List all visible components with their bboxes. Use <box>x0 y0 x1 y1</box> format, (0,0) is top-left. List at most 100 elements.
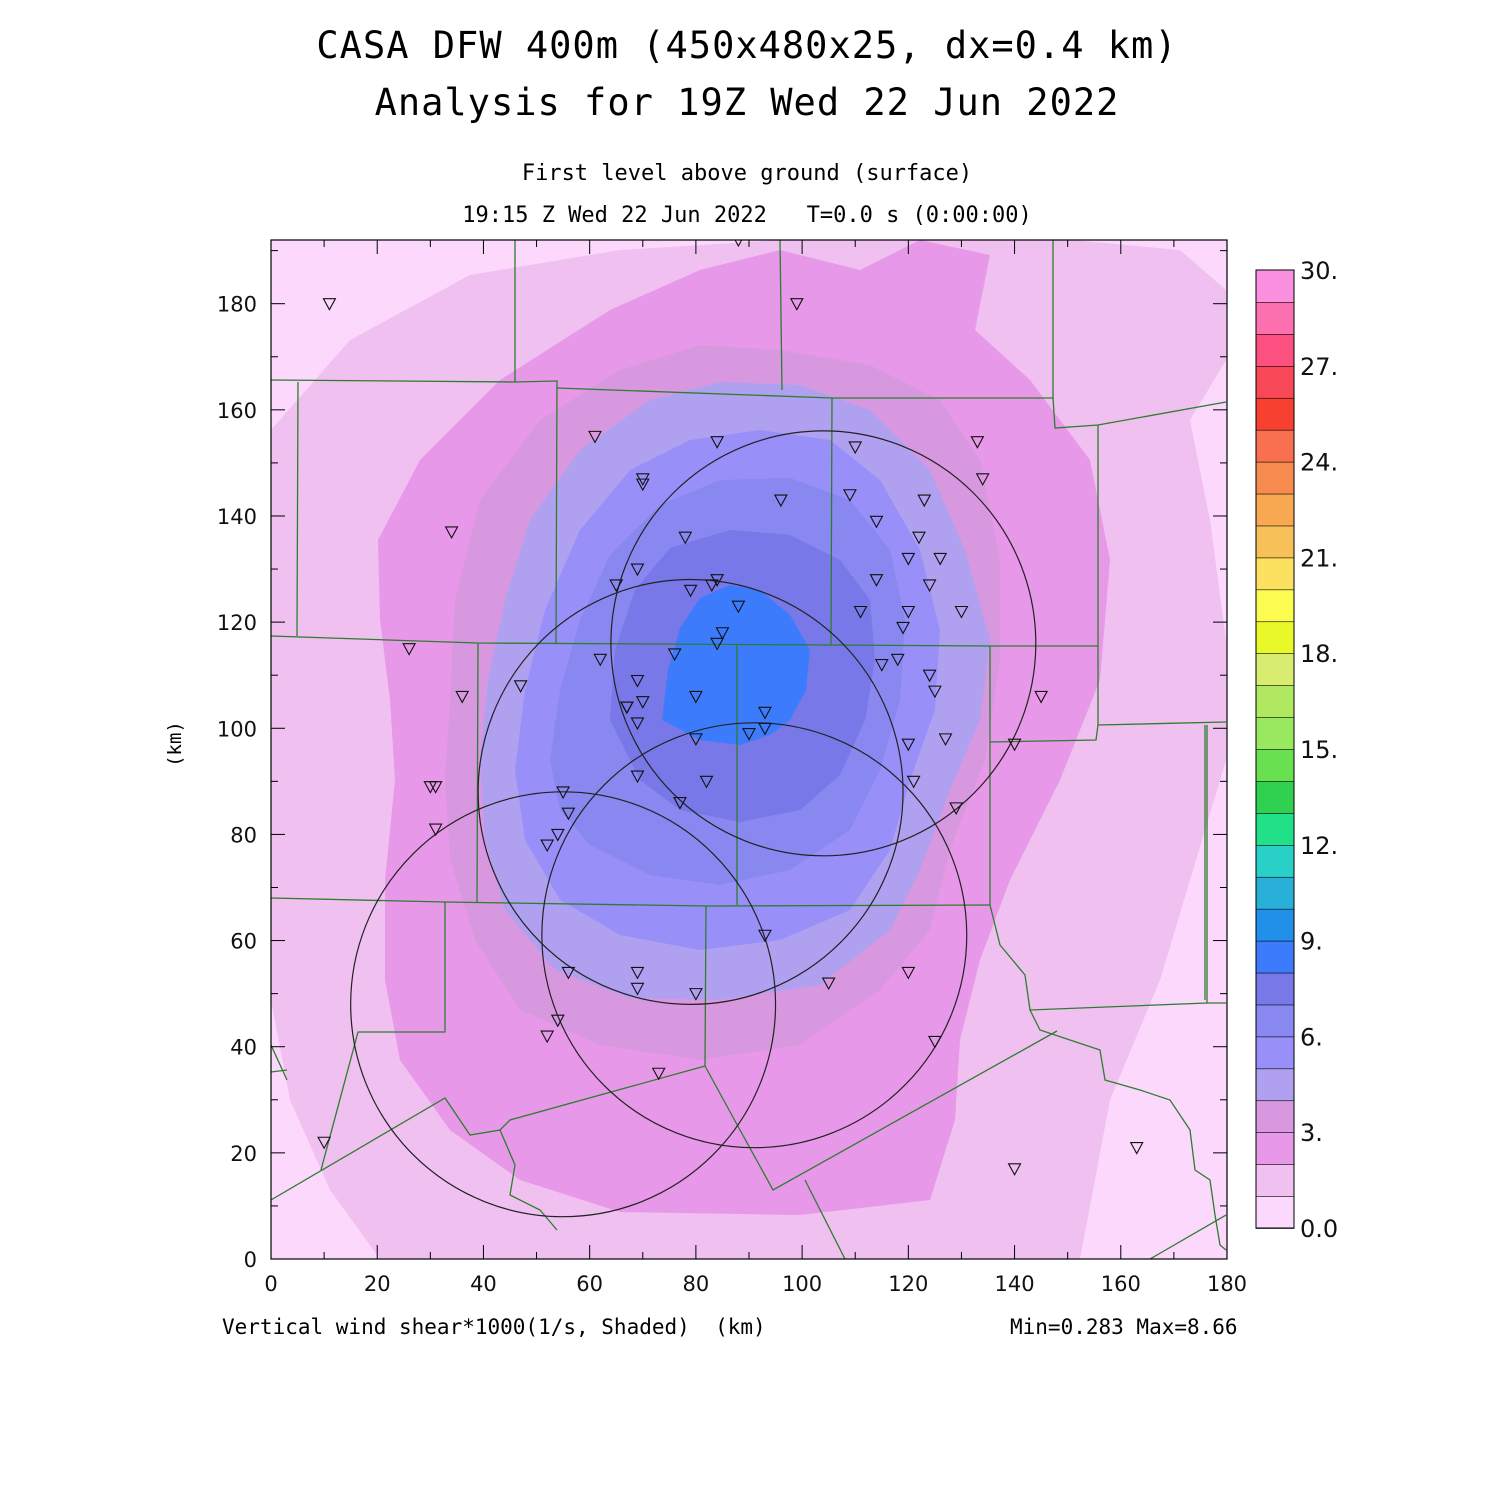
colorbar-swatch <box>1255 1195 1295 1229</box>
colorbar-swatch <box>1255 780 1295 814</box>
radar-range-ring <box>541 722 968 1149</box>
colorbar-label: 12. <box>1300 832 1338 860</box>
county-line <box>271 1044 288 1081</box>
station-marker-icon <box>773 494 788 508</box>
colorbar-swatch <box>1255 493 1295 527</box>
field-caption: Vertical wind shear*1000(1/s, Shaded) (k… <box>222 1315 766 1339</box>
station-marker-icon <box>593 653 608 667</box>
colorbar-label: 21. <box>1300 544 1338 572</box>
colorbar-swatch <box>1255 365 1295 399</box>
county-line <box>320 902 446 1171</box>
colorbar-frame <box>1255 269 1295 1229</box>
county-line <box>514 380 558 644</box>
colorbar-swatch <box>1255 269 1295 303</box>
station-marker-icon <box>758 929 772 943</box>
colorbar-swatch <box>1255 397 1295 431</box>
radar-range-ring <box>477 578 904 1006</box>
station-marker-icon <box>848 441 863 455</box>
station-marker-icon <box>513 680 528 693</box>
colorbar-swatch <box>1255 461 1295 495</box>
county-line <box>989 725 1208 1011</box>
station-marker-icon <box>704 579 719 593</box>
colorbar-label: 0.0 <box>1300 1215 1338 1243</box>
station-marker-icon <box>688 690 703 704</box>
colorbar-swatch <box>1255 940 1295 974</box>
station-marker-icon <box>901 552 916 566</box>
station-marker-icon <box>619 701 634 715</box>
colorbar-swatch <box>1255 557 1295 591</box>
station-marker-icon <box>927 685 942 699</box>
colorbar-swatch <box>1255 1004 1295 1038</box>
station-marker-icon <box>821 977 836 991</box>
station-marker-icon <box>556 786 571 800</box>
station-marker-icon <box>630 717 645 731</box>
station-marker-icon <box>949 802 964 816</box>
map-subtitle-level: First level above ground (surface) <box>521 161 973 186</box>
map-subtitle-time: 19:15 Z Wed 22 Jun 2022 T=0.0 s (0:00:00… <box>462 203 1032 228</box>
station-marker-icon <box>710 637 725 651</box>
x-tick-label: 160 <box>1101 1272 1141 1296</box>
station-marker-icon <box>428 781 443 794</box>
colorbar-label: 15. <box>1300 736 1338 764</box>
y-tick-label: 80 <box>230 823 257 847</box>
colorbar-swatch <box>1255 652 1295 686</box>
y-tick-label: 0 <box>244 1248 257 1272</box>
station-marker-icon <box>874 659 889 672</box>
station-marker-icon <box>970 436 985 449</box>
station-marker-icon <box>869 515 884 529</box>
station-marker-icon <box>455 690 470 704</box>
station-marker-icon <box>678 531 693 545</box>
station-marker-icon <box>1129 1142 1144 1155</box>
county-line <box>296 381 299 637</box>
station-marker-icon <box>540 839 555 853</box>
colorbar: 0.0 3. 6. 9. 12. 15. 18. 21. 24. 27. 30. <box>1255 257 1338 1243</box>
county-line <box>1097 425 1227 726</box>
county-line <box>1052 397 1227 429</box>
colorbar-swatch <box>1255 1099 1295 1134</box>
colorbar-label: 9. <box>1300 928 1323 956</box>
station-marker-icon <box>630 770 645 784</box>
shading-contours <box>271 240 1226 1259</box>
x-tick-label: 0 <box>264 1272 277 1296</box>
station-marker-icon <box>715 627 730 640</box>
radar-range-ring <box>350 791 777 1218</box>
county-line <box>804 1179 846 1259</box>
station-marker-icon <box>933 552 948 566</box>
contour-level-12 <box>662 585 810 745</box>
station-marker-icon <box>742 728 756 741</box>
station-marker-icon <box>630 966 645 980</box>
colorbar-swatch <box>1255 908 1295 942</box>
colorbar-label: 24. <box>1300 449 1338 477</box>
station-marker-icon <box>842 489 857 502</box>
station-marker-icon <box>901 605 916 619</box>
colorbar-swatch <box>1255 748 1295 782</box>
x-tick-label: 40 <box>470 1272 497 1296</box>
station-marker-icon <box>561 966 576 980</box>
colorbar-swatch <box>1255 876 1295 910</box>
colorbar-swatch <box>1255 301 1295 335</box>
station-marker-icon <box>540 1030 555 1044</box>
colorbar-swatch <box>1255 1163 1295 1197</box>
colorbar-label: 27. <box>1300 353 1338 381</box>
colorbar-swatch <box>1255 1131 1295 1165</box>
station-marker-icon <box>922 579 937 593</box>
x-tick-label: 120 <box>888 1272 928 1296</box>
y-tick-label: 160 <box>217 399 257 423</box>
station-marker-icon <box>901 966 916 980</box>
colorbar-swatch <box>1255 716 1295 750</box>
station-marker-icon <box>912 531 926 545</box>
station-marker-icon <box>688 988 703 1001</box>
station-marker-icon <box>402 643 417 656</box>
colorbar-swatch <box>1255 333 1295 367</box>
station-marker-icon <box>561 807 576 821</box>
colorbar-label: 6. <box>1300 1023 1323 1051</box>
colorbar-label: 3. <box>1300 1119 1323 1147</box>
county-line <box>556 240 1054 399</box>
colorbar-label: 18. <box>1300 640 1338 668</box>
station-marker-icon <box>651 1067 666 1081</box>
x-tick-label: 140 <box>995 1272 1035 1296</box>
colorbar-swatch <box>1255 1068 1295 1102</box>
county-line <box>704 1030 1058 1191</box>
y-tick-label: 40 <box>230 1036 257 1060</box>
colorbar-swatch <box>1255 589 1295 623</box>
